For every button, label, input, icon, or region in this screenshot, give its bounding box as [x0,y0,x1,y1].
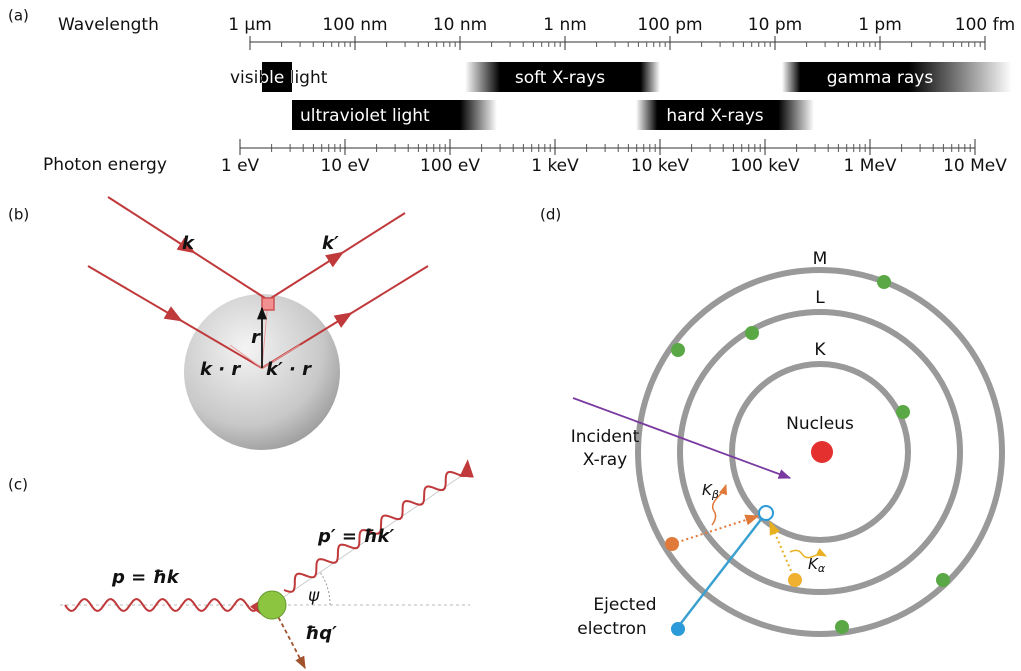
panel-label: (a) [8,7,29,25]
beam [268,213,405,300]
ejected-electron [671,622,685,636]
electron [665,537,679,551]
tick-label: 1 nm [543,15,587,35]
tick-label: 100 nm [322,15,387,35]
vector-label: k · r [200,359,241,380]
ejection-path [678,513,766,627]
tick-label: 1 pm [858,15,902,35]
band-label: hard X-rays [666,106,763,126]
band-label: ultraviolet light [300,106,430,126]
electron [936,573,950,587]
axis-title: Wavelength [58,15,159,35]
electron-label: Ejected [593,595,656,615]
electron [788,573,802,587]
hole [759,506,773,520]
electron [896,405,910,419]
tick-label: 10 pm [748,15,802,35]
figure: (a) Wavelength Photon energy 1 µm 100 nm 10 n… [0,0,1021,671]
tick-label: 100 fm [955,15,1015,35]
shell-label: L [815,288,825,308]
subscript: β [711,488,719,501]
tick-label: 10 nm [433,15,487,35]
band-label: gamma rays [827,68,934,88]
equation: p′ = ħk′ [317,526,394,547]
tick-label: 10 eV [320,156,369,176]
tick-label: 1 MeV [844,156,897,176]
tick-label: 10 keV [631,156,690,176]
xray-label: Incident [571,427,640,447]
tick-label: 1 keV [531,156,579,176]
tick-label: 1 eV [221,156,260,176]
angle-label: ψ [308,586,320,606]
vector-label: ħq′ [305,623,337,644]
tick-label: 10 MeV [943,156,1007,176]
page: {"panels":{ "a":{"label":"(a)", "wavelen… [0,0,1021,671]
panel-label: (b) [8,206,29,224]
shell-label: K [814,340,826,360]
electron [835,620,849,634]
angle-arc [320,572,330,605]
electron [745,326,759,340]
shell-label: M [813,249,828,269]
axis-title: Photon energy [43,155,167,175]
nucleus-label: Nucleus [786,414,854,434]
vector-label: r [251,327,261,348]
tick-label: 1 µm [228,15,272,35]
electron [877,275,891,289]
vector-label: k′ [322,233,339,254]
nucleus [811,441,833,463]
panel-label: (d) [540,206,561,224]
particle [258,591,286,619]
tick-label: 100 pm [637,15,702,35]
electron-label: electron [577,619,646,639]
transition-label: Kβ [702,481,719,502]
equation: p = ħk [111,567,180,588]
electron [671,343,685,357]
panel-label: (c) [8,476,28,494]
transition-label: Kα [808,555,826,576]
vector-label: k′ · r [266,359,312,380]
volume-element [262,298,274,310]
band-label: soft X-rays [515,68,605,88]
subscript: α [818,562,826,575]
tick-label: 100 keV [730,156,800,176]
vector-label: k [182,233,195,254]
tick-label: 100 eV [420,156,480,176]
xray-label: X-ray [583,450,627,470]
